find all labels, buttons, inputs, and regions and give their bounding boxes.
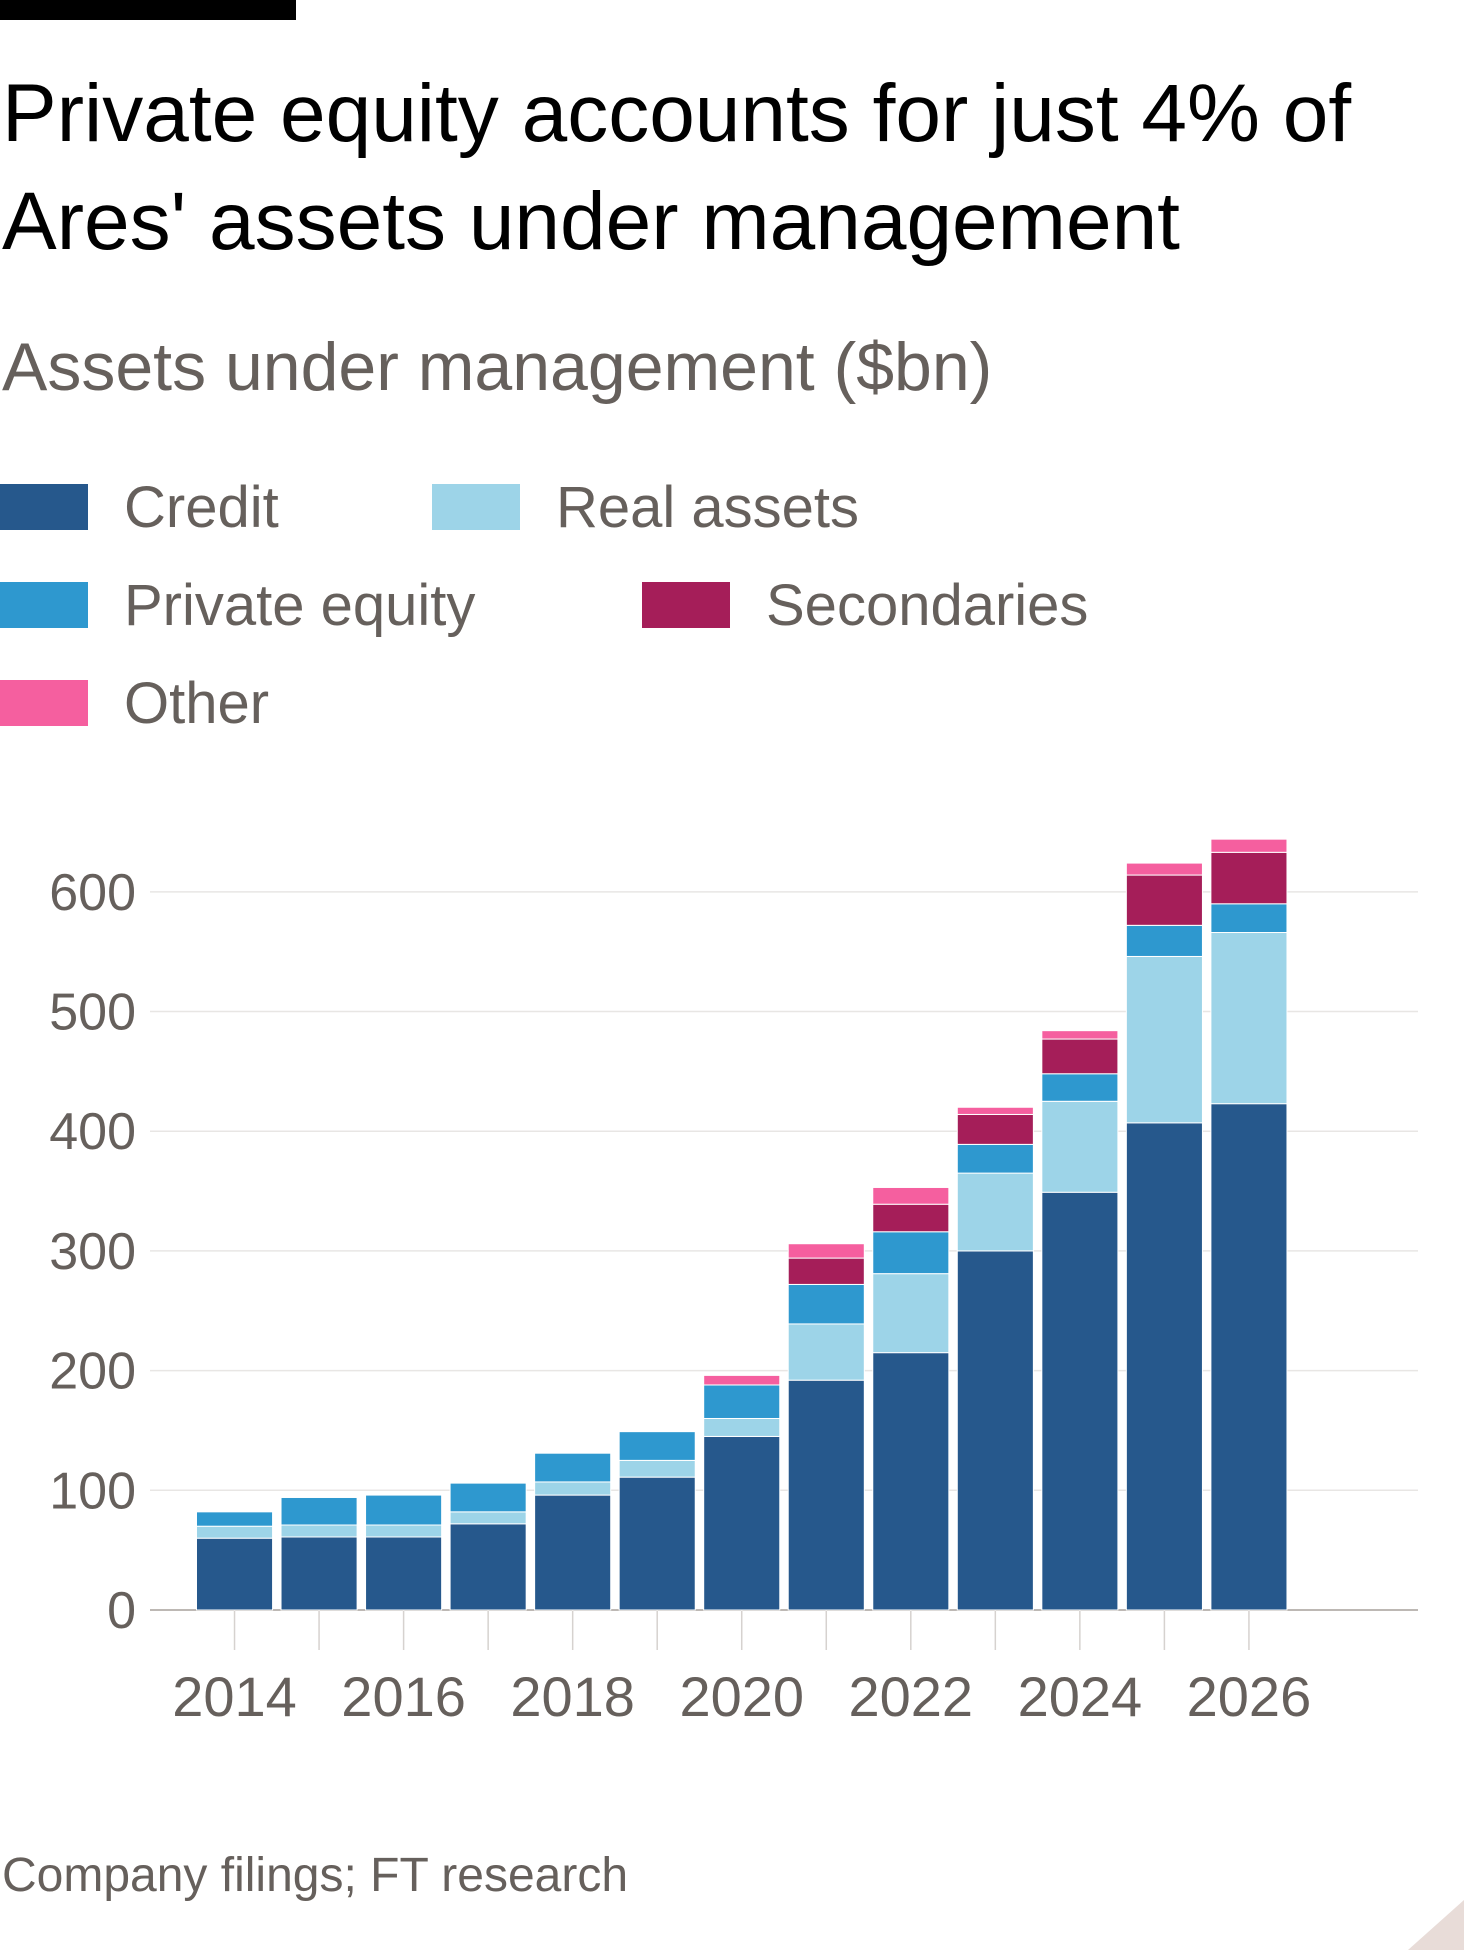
legend-label-credit: Credit bbox=[124, 474, 279, 540]
bar-private-equity-2017 bbox=[449, 1482, 527, 1513]
brand-bar bbox=[0, 0, 296, 20]
bar-real-assets-2022 bbox=[872, 1273, 950, 1354]
bar-private-equity-2018 bbox=[534, 1452, 612, 1483]
legend-item-credit: Credit bbox=[0, 475, 279, 540]
legend-swatch-private-equity bbox=[0, 582, 88, 628]
legend-item-private-equity: Private equity bbox=[0, 573, 475, 638]
bar-real-assets-2021 bbox=[787, 1323, 865, 1381]
stacked-bar-chart: 0 100 200 300 400 500 600 2014 2016 2018 2020 2022 2… bbox=[49, 838, 1418, 1728]
bar-private-equity-2022 bbox=[872, 1231, 950, 1275]
legend-swatch-secondaries bbox=[642, 582, 730, 628]
bar-credit-2018 bbox=[534, 1494, 612, 1611]
bar-other-2026 bbox=[1210, 838, 1288, 853]
bar-other-2020 bbox=[703, 1374, 781, 1386]
bar-other-2024 bbox=[1041, 1030, 1119, 1040]
y-tick-label-300: 300 bbox=[49, 1223, 136, 1281]
legend-swatch-other bbox=[0, 680, 88, 726]
bar-real-assets-2018 bbox=[534, 1481, 612, 1496]
x-tick-label-2014: 2014 bbox=[172, 1665, 297, 1728]
bar-secondaries-2024 bbox=[1041, 1038, 1119, 1075]
bar-secondaries-2023 bbox=[956, 1113, 1034, 1145]
bar-credit-2026 bbox=[1210, 1103, 1288, 1611]
bar-secondaries-2025 bbox=[1125, 874, 1203, 926]
bar-credit-2024 bbox=[1041, 1191, 1119, 1611]
bar-other-2021 bbox=[787, 1243, 865, 1259]
bar-credit-2020 bbox=[703, 1435, 781, 1611]
bar-real-assets-2019 bbox=[618, 1459, 696, 1478]
bar-credit-2022 bbox=[872, 1352, 950, 1611]
legend-label-private-equity: Private equity bbox=[124, 572, 476, 638]
bar-private-equity-2020 bbox=[703, 1384, 781, 1419]
bar-real-assets-2016 bbox=[365, 1524, 443, 1538]
bar-credit-2021 bbox=[787, 1379, 865, 1611]
legend-swatch-credit bbox=[0, 484, 88, 530]
bar-real-assets-2024 bbox=[1041, 1100, 1119, 1193]
x-tick-label-2022: 2022 bbox=[849, 1665, 974, 1728]
x-tick-label-2018: 2018 bbox=[510, 1665, 635, 1728]
legend-item-secondaries: Secondaries bbox=[642, 573, 1088, 638]
bar-other-2025 bbox=[1125, 862, 1203, 876]
legend-label-real-assets: Real assets bbox=[556, 474, 860, 540]
bar-real-assets-2014 bbox=[195, 1525, 274, 1539]
legend-item-other: Other bbox=[0, 671, 269, 736]
bar-private-equity-2021 bbox=[787, 1283, 865, 1325]
chart-legend: Credit Real assets Private equity Second… bbox=[0, 470, 1420, 770]
legend-item-real-assets: Real assets bbox=[432, 475, 859, 540]
bar-credit-2016 bbox=[365, 1536, 443, 1611]
bar-private-equity-2016 bbox=[365, 1494, 443, 1526]
bar-real-assets-2020 bbox=[703, 1417, 781, 1437]
bar-real-assets-2026 bbox=[1210, 932, 1288, 1105]
legend-label-secondaries: Secondaries bbox=[766, 572, 1089, 638]
chart-source: Company filings; FT research bbox=[2, 1849, 629, 1902]
bar-private-equity-2024 bbox=[1041, 1073, 1119, 1102]
bar-private-equity-2014 bbox=[195, 1511, 274, 1527]
legend-label-other: Other bbox=[124, 670, 270, 736]
x-tick-label-2024: 2024 bbox=[1018, 1665, 1143, 1728]
bar-real-assets-2015 bbox=[280, 1524, 358, 1538]
bar-credit-2015 bbox=[280, 1536, 358, 1611]
bar-credit-2023 bbox=[956, 1250, 1034, 1611]
chart-title: Private equity accounts for just 4% of A… bbox=[2, 68, 1352, 267]
legend-swatch-real-assets bbox=[432, 484, 520, 530]
x-tick-label-2026: 2026 bbox=[1187, 1665, 1312, 1728]
bar-credit-2014 bbox=[195, 1537, 274, 1611]
bar-secondaries-2026 bbox=[1210, 851, 1288, 905]
bar-private-equity-2025 bbox=[1125, 924, 1203, 957]
corner-mark bbox=[1408, 1900, 1464, 1950]
x-tick-label-2016: 2016 bbox=[341, 1665, 466, 1728]
bar-other-2023 bbox=[956, 1106, 1034, 1115]
bar-credit-2025 bbox=[1125, 1122, 1203, 1611]
y-tick-label-100: 100 bbox=[49, 1462, 136, 1520]
bar-credit-2017 bbox=[449, 1523, 527, 1611]
bar-private-equity-2019 bbox=[618, 1431, 696, 1461]
y-tick-label-400: 400 bbox=[49, 1103, 136, 1161]
bar-private-equity-2023 bbox=[956, 1143, 1034, 1174]
bar-private-equity-2015 bbox=[280, 1496, 358, 1526]
y-tick-label-600: 600 bbox=[49, 864, 136, 922]
bar-credit-2019 bbox=[618, 1476, 696, 1611]
bar-real-assets-2023 bbox=[956, 1172, 1034, 1252]
bar-secondaries-2021 bbox=[787, 1257, 865, 1285]
bar-real-assets-2025 bbox=[1125, 955, 1203, 1124]
bar-other-2022 bbox=[872, 1186, 950, 1205]
y-tick-label-200: 200 bbox=[49, 1343, 136, 1401]
y-tick-label-500: 500 bbox=[49, 984, 136, 1042]
bar-real-assets-2017 bbox=[449, 1511, 527, 1525]
y-tick-label-0: 0 bbox=[107, 1582, 136, 1640]
chart-subtitle: Assets under management ($bn) bbox=[2, 329, 993, 405]
x-tick-label-2020: 2020 bbox=[679, 1665, 804, 1728]
bar-secondaries-2022 bbox=[872, 1203, 950, 1233]
bar-private-equity-2026 bbox=[1210, 903, 1288, 934]
